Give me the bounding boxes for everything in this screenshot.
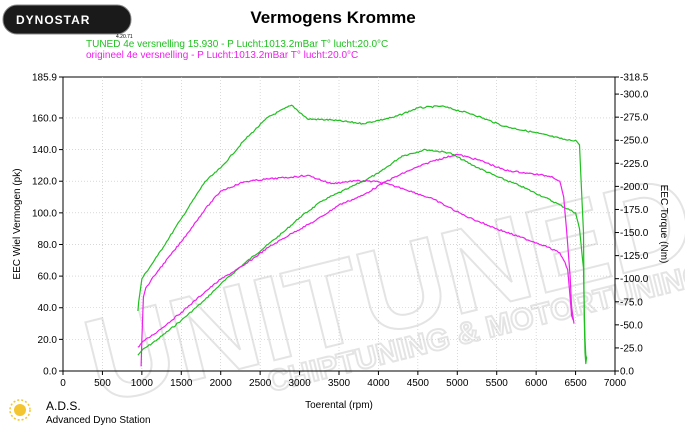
x-tick-label: 2500 bbox=[249, 378, 272, 389]
ads-title: A.D.S. bbox=[46, 399, 81, 413]
y-right-tick-label: -250.0 bbox=[620, 136, 649, 147]
y-axis-left-title: EEC Wiel Vermogen (pk) bbox=[12, 168, 23, 279]
y-axis-right-title: EEC Torque (Nm) bbox=[658, 185, 669, 264]
x-tick-label: 0 bbox=[60, 378, 66, 389]
y-right-tick-label: -275.0 bbox=[620, 113, 649, 124]
legend-entry-original: origineel 4e versnelling - P Lucht:1013.… bbox=[86, 50, 358, 61]
x-tick-label: 4500 bbox=[407, 378, 430, 389]
y-left-tick-label: 100.0 bbox=[32, 208, 57, 219]
ads-subtitle: Advanced Dyno Station bbox=[46, 415, 151, 426]
ads-sun-icon bbox=[9, 399, 31, 421]
series-lines bbox=[137, 104, 588, 367]
y-left-tick-label: 140.0 bbox=[32, 145, 57, 156]
logo-version: 4.20.71 bbox=[116, 34, 133, 40]
x-tick-label: 5500 bbox=[486, 378, 509, 389]
y-right-tick-label: 0.0 bbox=[620, 367, 634, 378]
y-left-tick-label: 60.0 bbox=[38, 272, 58, 283]
x-tick-label: 4000 bbox=[367, 378, 390, 389]
x-tick-label: 3500 bbox=[328, 378, 351, 389]
legend: TUNED 4e versnelling 15.930 - P Lucht:10… bbox=[86, 39, 388, 61]
x-tick-label: 6000 bbox=[525, 378, 548, 389]
series-line-power-2 bbox=[137, 153, 575, 348]
x-tick-label: 2000 bbox=[210, 378, 233, 389]
y-right-tick-label: -125.0 bbox=[620, 251, 649, 262]
dynostar-logo: DYNOSTAR 4.20.71 bbox=[2, 4, 133, 40]
y-right-tick-label: -175.0 bbox=[620, 205, 649, 216]
legend-entry-tuned: TUNED 4e versnelling 15.930 - P Lucht:10… bbox=[86, 39, 388, 50]
series-line-torque-1 bbox=[137, 104, 588, 365]
ads-footer: A.D.S. Advanced Dyno Station bbox=[9, 399, 151, 426]
y-right-tick-label: -25.0 bbox=[620, 343, 643, 354]
y-right-tick-label: -318.5 bbox=[620, 73, 649, 84]
y-left-tick-label: 160.0 bbox=[32, 113, 57, 124]
y-right-tick-label: -50.0 bbox=[620, 320, 643, 331]
y-right-tick-label: -75.0 bbox=[620, 297, 643, 308]
y-left-tick-label: 80.0 bbox=[38, 240, 58, 251]
x-tick-label: 1500 bbox=[170, 378, 193, 389]
logo-text: DYNOSTAR bbox=[16, 13, 90, 27]
y-right-tick-label: -200.0 bbox=[620, 182, 649, 193]
y-right-tick-label: -100.0 bbox=[620, 274, 649, 285]
logo-badge bbox=[2, 4, 132, 35]
y-left-tick-label: 0.0 bbox=[43, 367, 57, 378]
x-tick-label: 7000 bbox=[604, 378, 627, 389]
x-tick-label: 3000 bbox=[288, 378, 311, 389]
y-right-tick-label: -300.0 bbox=[620, 90, 649, 101]
series-line-torque-3 bbox=[140, 174, 574, 367]
axis-ticks: 0 500 1000 1500 2000 2500 3000 3500 4000 4500 5000… bbox=[32, 73, 649, 390]
grid-lines bbox=[63, 77, 615, 371]
x-tick-label: 6500 bbox=[564, 378, 587, 389]
y-left-tick-label: 120.0 bbox=[32, 177, 57, 188]
y-left-tick-label: 20.0 bbox=[38, 335, 58, 346]
y-right-tick-label: -225.0 bbox=[620, 159, 649, 170]
x-tick-label: 5000 bbox=[446, 378, 469, 389]
x-tick-label: 1000 bbox=[131, 378, 154, 389]
y-left-tick-label: 185.9 bbox=[32, 73, 57, 84]
y-left-tick-label: 40.0 bbox=[38, 303, 58, 314]
chart-title: Vermogens Kromme bbox=[250, 8, 415, 27]
y-right-tick-label: -150.0 bbox=[620, 228, 649, 239]
x-tick-label: 500 bbox=[94, 378, 111, 389]
x-axis-title: Toerental (rpm) bbox=[305, 400, 373, 411]
series-line-power-0 bbox=[137, 148, 588, 359]
